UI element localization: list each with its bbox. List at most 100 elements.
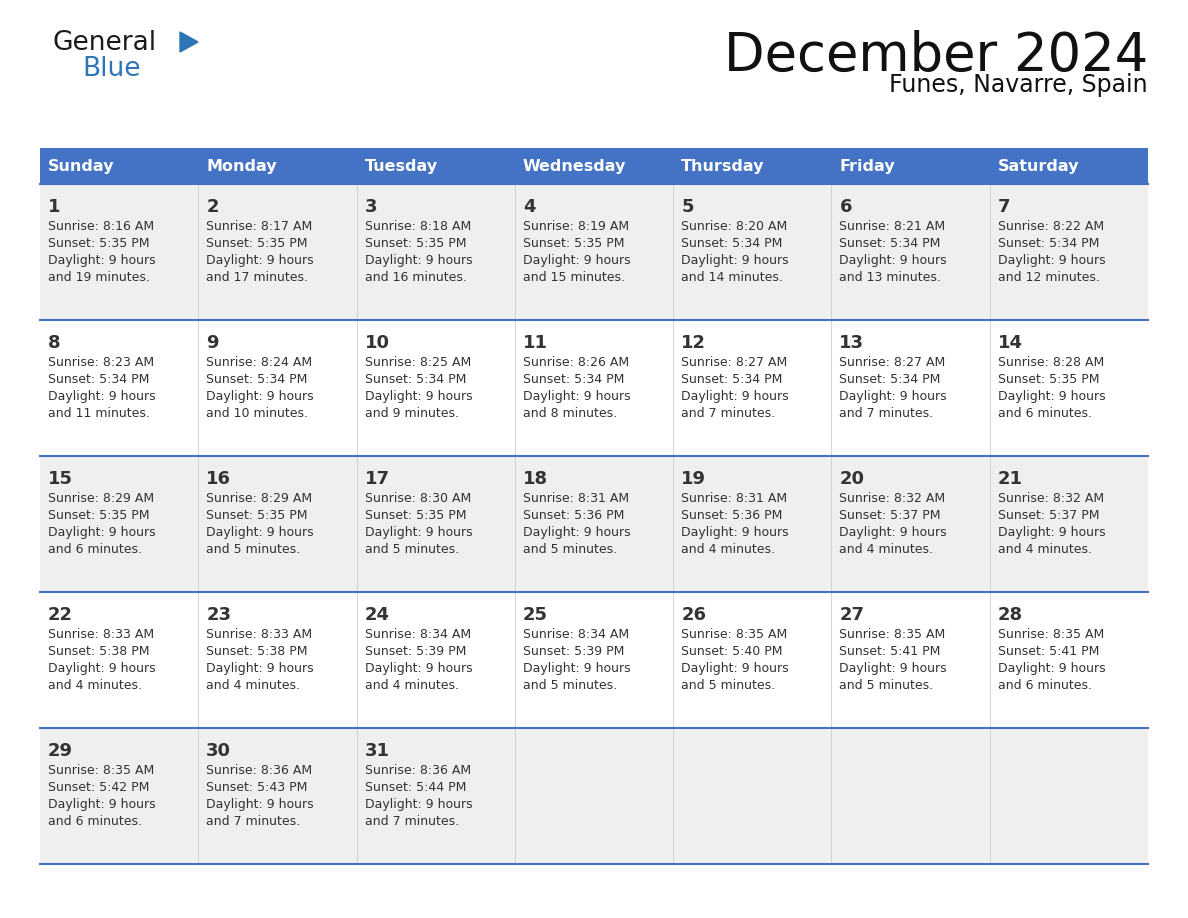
Text: Daylight: 9 hours: Daylight: 9 hours <box>48 254 156 267</box>
Text: Sunrise: 8:17 AM: Sunrise: 8:17 AM <box>207 220 312 233</box>
Text: Sunrise: 8:23 AM: Sunrise: 8:23 AM <box>48 356 154 369</box>
Text: Sunrise: 8:29 AM: Sunrise: 8:29 AM <box>48 492 154 505</box>
Text: Sunset: 5:39 PM: Sunset: 5:39 PM <box>365 645 466 658</box>
Text: Sunset: 5:34 PM: Sunset: 5:34 PM <box>365 373 466 386</box>
Text: Daylight: 9 hours: Daylight: 9 hours <box>998 526 1105 539</box>
Text: and 15 minutes.: and 15 minutes. <box>523 271 625 284</box>
Text: 20: 20 <box>840 470 865 488</box>
Text: 31: 31 <box>365 742 390 760</box>
Text: Sunset: 5:34 PM: Sunset: 5:34 PM <box>681 373 783 386</box>
Text: Blue: Blue <box>82 56 140 82</box>
Text: 8: 8 <box>48 334 61 352</box>
Text: Sunrise: 8:18 AM: Sunrise: 8:18 AM <box>365 220 470 233</box>
Text: Daylight: 9 hours: Daylight: 9 hours <box>48 526 156 539</box>
Text: and 10 minutes.: and 10 minutes. <box>207 407 308 420</box>
Text: Sunrise: 8:36 AM: Sunrise: 8:36 AM <box>365 764 470 777</box>
Text: Thursday: Thursday <box>681 159 765 174</box>
Text: Sunrise: 8:31 AM: Sunrise: 8:31 AM <box>523 492 628 505</box>
Text: 16: 16 <box>207 470 232 488</box>
Text: Daylight: 9 hours: Daylight: 9 hours <box>48 662 156 675</box>
Text: Daylight: 9 hours: Daylight: 9 hours <box>207 662 314 675</box>
Text: Sunset: 5:36 PM: Sunset: 5:36 PM <box>523 509 624 522</box>
Text: Sunrise: 8:32 AM: Sunrise: 8:32 AM <box>840 492 946 505</box>
Text: Wednesday: Wednesday <box>523 159 626 174</box>
Text: 9: 9 <box>207 334 219 352</box>
Text: and 11 minutes.: and 11 minutes. <box>48 407 150 420</box>
Text: and 6 minutes.: and 6 minutes. <box>998 679 1092 692</box>
Text: 3: 3 <box>365 198 377 216</box>
Text: 12: 12 <box>681 334 706 352</box>
Bar <box>40 728 1148 864</box>
Bar <box>40 184 1148 320</box>
Text: Daylight: 9 hours: Daylight: 9 hours <box>523 254 631 267</box>
Text: Sunrise: 8:35 AM: Sunrise: 8:35 AM <box>840 628 946 641</box>
Text: 22: 22 <box>48 606 72 624</box>
Text: Sunrise: 8:22 AM: Sunrise: 8:22 AM <box>998 220 1104 233</box>
Text: Sunset: 5:35 PM: Sunset: 5:35 PM <box>365 237 466 250</box>
Text: Sunset: 5:34 PM: Sunset: 5:34 PM <box>840 237 941 250</box>
Text: Sunset: 5:35 PM: Sunset: 5:35 PM <box>48 509 150 522</box>
Text: Sunrise: 8:28 AM: Sunrise: 8:28 AM <box>998 356 1104 369</box>
Text: Daylight: 9 hours: Daylight: 9 hours <box>365 798 472 811</box>
Text: Daylight: 9 hours: Daylight: 9 hours <box>48 798 156 811</box>
Text: Sunrise: 8:27 AM: Sunrise: 8:27 AM <box>840 356 946 369</box>
Text: and 4 minutes.: and 4 minutes. <box>365 679 459 692</box>
Text: 17: 17 <box>365 470 390 488</box>
Text: 7: 7 <box>998 198 1010 216</box>
Text: Sunrise: 8:19 AM: Sunrise: 8:19 AM <box>523 220 628 233</box>
Text: Daylight: 9 hours: Daylight: 9 hours <box>365 662 472 675</box>
Text: Sunrise: 8:35 AM: Sunrise: 8:35 AM <box>998 628 1104 641</box>
Text: Daylight: 9 hours: Daylight: 9 hours <box>48 390 156 403</box>
Text: Sunrise: 8:21 AM: Sunrise: 8:21 AM <box>840 220 946 233</box>
Text: Sunset: 5:37 PM: Sunset: 5:37 PM <box>840 509 941 522</box>
Text: Daylight: 9 hours: Daylight: 9 hours <box>998 254 1105 267</box>
Text: Sunset: 5:40 PM: Sunset: 5:40 PM <box>681 645 783 658</box>
Text: and 4 minutes.: and 4 minutes. <box>681 543 775 556</box>
Text: Sunset: 5:43 PM: Sunset: 5:43 PM <box>207 781 308 794</box>
Text: and 7 minutes.: and 7 minutes. <box>207 815 301 828</box>
Text: and 5 minutes.: and 5 minutes. <box>681 679 776 692</box>
Text: Sunset: 5:42 PM: Sunset: 5:42 PM <box>48 781 150 794</box>
Text: 21: 21 <box>998 470 1023 488</box>
Text: and 9 minutes.: and 9 minutes. <box>365 407 459 420</box>
Text: Daylight: 9 hours: Daylight: 9 hours <box>523 390 631 403</box>
Text: and 6 minutes.: and 6 minutes. <box>998 407 1092 420</box>
Text: 25: 25 <box>523 606 548 624</box>
Text: and 7 minutes.: and 7 minutes. <box>681 407 776 420</box>
Text: 11: 11 <box>523 334 548 352</box>
Text: and 19 minutes.: and 19 minutes. <box>48 271 150 284</box>
Text: Sunset: 5:35 PM: Sunset: 5:35 PM <box>207 509 308 522</box>
Text: 6: 6 <box>840 198 852 216</box>
Text: Sunrise: 8:27 AM: Sunrise: 8:27 AM <box>681 356 788 369</box>
Bar <box>40 320 1148 456</box>
Text: Funes, Navarre, Spain: Funes, Navarre, Spain <box>890 73 1148 97</box>
Text: 2: 2 <box>207 198 219 216</box>
Text: Sunrise: 8:33 AM: Sunrise: 8:33 AM <box>207 628 312 641</box>
Text: Sunrise: 8:25 AM: Sunrise: 8:25 AM <box>365 356 470 369</box>
Text: Sunset: 5:35 PM: Sunset: 5:35 PM <box>48 237 150 250</box>
Text: Sunset: 5:35 PM: Sunset: 5:35 PM <box>998 373 1099 386</box>
Text: 15: 15 <box>48 470 72 488</box>
Text: Daylight: 9 hours: Daylight: 9 hours <box>681 390 789 403</box>
Text: Sunset: 5:38 PM: Sunset: 5:38 PM <box>48 645 150 658</box>
Text: Sunrise: 8:35 AM: Sunrise: 8:35 AM <box>681 628 788 641</box>
Text: and 13 minutes.: and 13 minutes. <box>840 271 941 284</box>
Text: 13: 13 <box>840 334 865 352</box>
Text: Daylight: 9 hours: Daylight: 9 hours <box>840 254 947 267</box>
Text: and 4 minutes.: and 4 minutes. <box>48 679 143 692</box>
Text: and 4 minutes.: and 4 minutes. <box>998 543 1092 556</box>
Text: Tuesday: Tuesday <box>365 159 437 174</box>
Text: Sunset: 5:41 PM: Sunset: 5:41 PM <box>998 645 1099 658</box>
Text: Daylight: 9 hours: Daylight: 9 hours <box>523 662 631 675</box>
Text: 18: 18 <box>523 470 548 488</box>
Text: and 4 minutes.: and 4 minutes. <box>207 679 301 692</box>
Text: Sunset: 5:38 PM: Sunset: 5:38 PM <box>207 645 308 658</box>
Text: Sunset: 5:34 PM: Sunset: 5:34 PM <box>207 373 308 386</box>
Text: and 16 minutes.: and 16 minutes. <box>365 271 467 284</box>
Text: and 5 minutes.: and 5 minutes. <box>523 543 617 556</box>
Text: Daylight: 9 hours: Daylight: 9 hours <box>207 390 314 403</box>
Text: Daylight: 9 hours: Daylight: 9 hours <box>681 526 789 539</box>
Text: Daylight: 9 hours: Daylight: 9 hours <box>681 662 789 675</box>
Text: and 12 minutes.: and 12 minutes. <box>998 271 1100 284</box>
Bar <box>40 456 1148 592</box>
